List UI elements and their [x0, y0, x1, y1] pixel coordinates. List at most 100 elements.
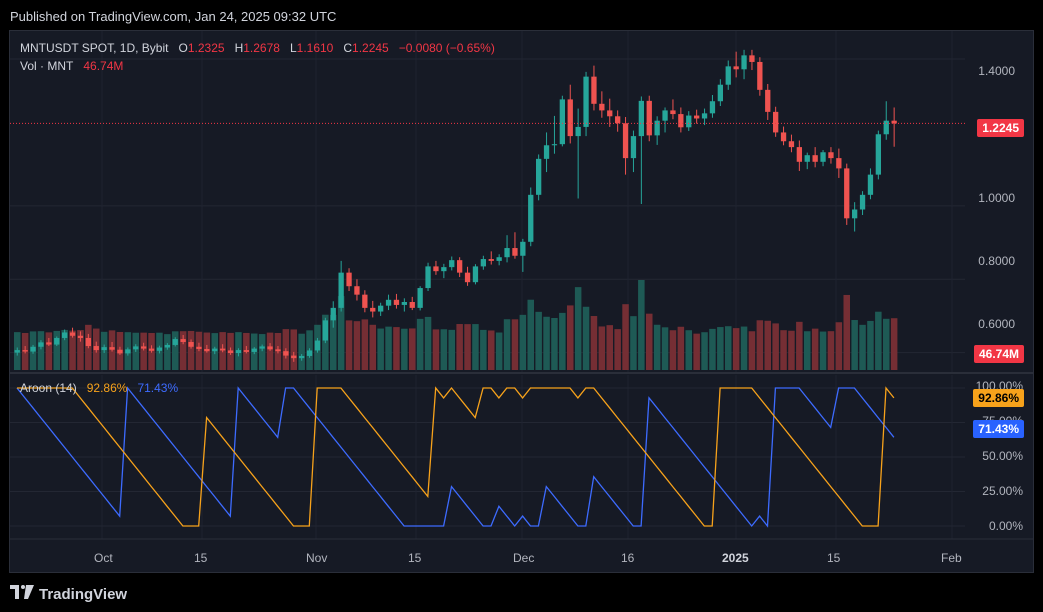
- volume-bar: [345, 320, 353, 370]
- candle-body: [385, 299, 392, 306]
- volume-bar: [369, 324, 376, 370]
- candle-body: [417, 288, 423, 308]
- candle-body: [607, 110, 613, 117]
- candle-body: [125, 349, 131, 354]
- candle-body: [156, 347, 163, 351]
- candle-body: [512, 248, 518, 256]
- symbol-label[interactable]: MNTUSDT SPOT, 1D, Bybit: [20, 41, 169, 55]
- volume-bar: [661, 327, 669, 370]
- tradingview-logo[interactable]: TradingView: [10, 585, 127, 603]
- volume-bar: [622, 304, 629, 370]
- volume-bar: [606, 325, 613, 370]
- candle-body: [409, 301, 415, 308]
- candle-body: [496, 257, 502, 261]
- volume-bar: [456, 324, 463, 370]
- candle-body: [449, 260, 455, 268]
- volume-bar: [732, 328, 740, 370]
- candle-body: [852, 209, 858, 219]
- high-value: 1.2678: [243, 41, 280, 55]
- candle-body: [836, 158, 842, 169]
- candle-body: [709, 101, 716, 114]
- volume-bar: [764, 320, 771, 370]
- volume-bar: [685, 330, 692, 370]
- volume-bar: [614, 329, 621, 370]
- candle-body: [591, 76, 597, 104]
- candle-body: [867, 174, 874, 195]
- volume-bar: [890, 318, 898, 370]
- volume-bar: [69, 330, 76, 370]
- volume-bar: [851, 320, 858, 370]
- volume-bar: [337, 296, 345, 370]
- volume-bar: [638, 280, 645, 370]
- candle-body: [212, 348, 218, 352]
- candle-body: [235, 350, 242, 354]
- candle-body: [820, 152, 826, 162]
- candle-body: [686, 115, 692, 128]
- candle-body: [638, 100, 644, 137]
- candle-body: [109, 347, 115, 350]
- volume-bar: [330, 314, 337, 370]
- low-label: L: [289, 41, 297, 55]
- candle-body: [69, 332, 76, 336]
- chart-canvas[interactable]: [10, 31, 1033, 572]
- candle-body: [299, 355, 305, 359]
- candle-body: [543, 145, 550, 159]
- price-legend: MNTUSDT SPOT, 1D, Bybit O1.2325 H1.2678 …: [20, 41, 495, 55]
- candle-body: [559, 99, 565, 145]
- candle-body: [480, 259, 486, 267]
- volume-bar: [440, 329, 448, 370]
- price-tick-label: 1.4000: [978, 64, 1015, 78]
- aroon-label[interactable]: Aroon (14): [20, 381, 77, 395]
- volume-bar: [361, 319, 369, 370]
- volume-bar: [796, 321, 803, 370]
- candle-body: [227, 350, 234, 354]
- candle-body: [670, 110, 676, 115]
- time-label: Feb: [941, 551, 962, 565]
- volume-bar: [709, 328, 716, 370]
- candle-body: [520, 241, 526, 256]
- candle-body: [393, 299, 400, 305]
- open-value: 1.2325: [187, 41, 225, 55]
- tradingview-logo-icon: [10, 585, 34, 603]
- candle-body: [46, 342, 52, 345]
- volume-bar: [883, 318, 890, 370]
- candle-body: [117, 349, 123, 354]
- volume-bar: [353, 321, 361, 370]
- candle-body: [204, 348, 210, 352]
- volume-label[interactable]: Vol · MNT: [20, 59, 74, 73]
- volume-bar: [61, 329, 68, 370]
- candle-body: [38, 342, 44, 347]
- candle-body: [567, 99, 573, 137]
- time-label: 15: [408, 551, 422, 565]
- candle-body: [875, 134, 881, 175]
- brand-name: TradingView: [39, 585, 128, 603]
- volume-bar: [77, 330, 84, 370]
- candle-body: [322, 320, 328, 341]
- candle-body: [757, 61, 763, 90]
- top-bar: Published on TradingView.com, Jan 24, 20…: [0, 0, 1043, 30]
- aroon-up-value: 92.86%: [86, 381, 128, 395]
- chart-frame[interactable]: MNTUSDT SPOT, 1D, Bybit O1.2325 H1.2678 …: [9, 30, 1034, 573]
- volume-bar: [503, 319, 511, 370]
- volume-bar: [819, 331, 827, 370]
- close-value: 1.2245: [352, 41, 389, 55]
- volume-bar: [488, 330, 495, 370]
- volume-bar: [187, 330, 195, 370]
- volume-bar: [298, 333, 305, 370]
- volume-bar: [266, 332, 274, 370]
- aroon-tick-label: 25.00%: [982, 484, 1023, 498]
- volume-bar: [867, 320, 874, 370]
- volume-bar: [164, 334, 171, 370]
- candle-body: [464, 272, 471, 283]
- candle-body: [741, 55, 747, 70]
- volume-bar: [527, 299, 534, 370]
- candle-body: [457, 260, 463, 273]
- candle-body: [306, 350, 313, 356]
- candle-body: [725, 66, 731, 85]
- aroon-legend: Aroon (14) 92.86% 71.43%: [20, 381, 178, 395]
- candle-body: [646, 100, 652, 136]
- close-label: C: [343, 41, 353, 55]
- candle-body: [172, 339, 178, 345]
- volume-bar: [551, 318, 558, 370]
- candle-body: [196, 346, 202, 349]
